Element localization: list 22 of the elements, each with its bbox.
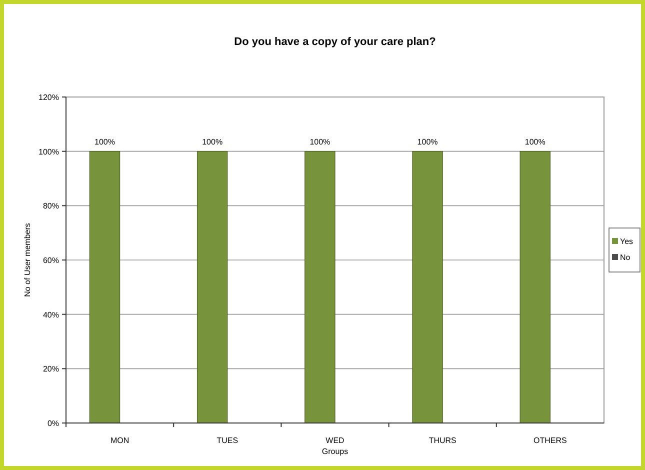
data-label: 100% (310, 137, 330, 146)
x-tick-label: TUES (216, 436, 238, 445)
y-tick-label: 0% (47, 419, 59, 428)
legend-label: No (620, 253, 631, 262)
x-tick-label: THURS (428, 436, 456, 445)
y-tick-label: 100% (38, 147, 59, 156)
y-axis-title: No of User members (23, 223, 32, 297)
x-tick-label: OTHERS (534, 436, 567, 445)
y-tick-label: 80% (42, 202, 59, 211)
y-tick-label: 20% (42, 364, 59, 374)
y-tick-label: 120% (38, 93, 59, 102)
data-label: 100% (202, 137, 223, 146)
y-tick-label: 40% (42, 310, 59, 320)
x-axis-title: Groups (322, 447, 348, 456)
y-tick-label: 60% (42, 256, 59, 265)
chart-title: Do you have a copy of your care plan? (234, 36, 436, 48)
data-label: 100% (94, 137, 115, 146)
data-label: 100% (417, 137, 438, 146)
legend-label: Yes (620, 237, 634, 246)
x-tick-label: MON (110, 436, 130, 445)
data-label: 100% (524, 137, 546, 146)
x-tick-label: WED (326, 436, 345, 445)
